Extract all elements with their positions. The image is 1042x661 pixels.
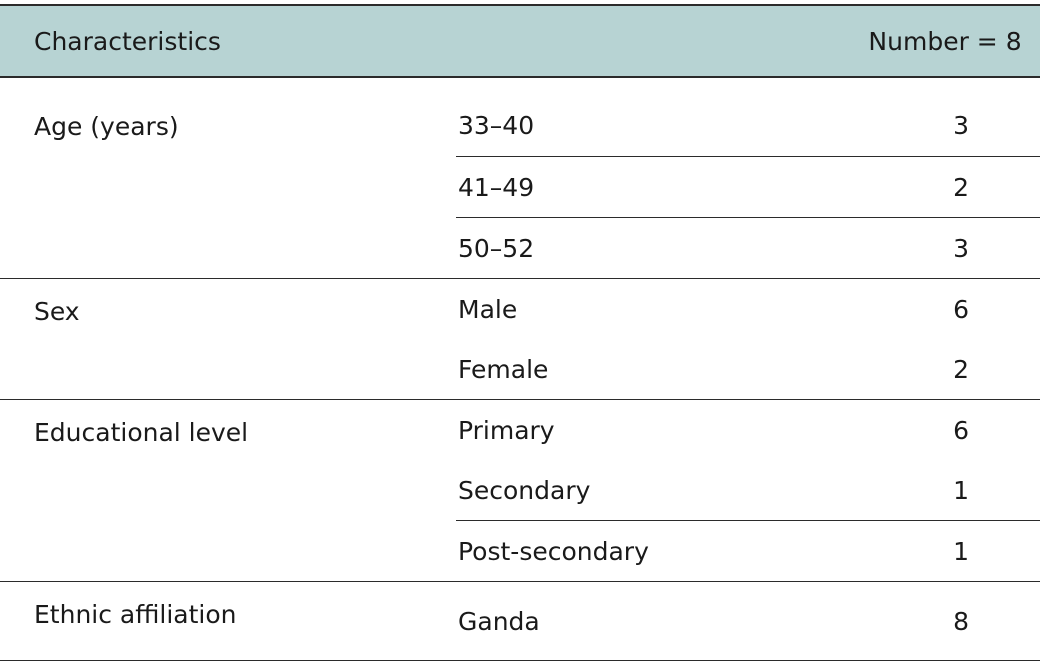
row-value: 2 bbox=[854, 156, 1041, 218]
row-value: 6 bbox=[854, 399, 1041, 460]
header-number: Number = 8 bbox=[854, 4, 1041, 78]
table-row: Age (years) 33–40 3 bbox=[0, 94, 1040, 157]
row-label: Ganda bbox=[456, 581, 855, 661]
table-row: Female 2 bbox=[0, 339, 1040, 400]
row-label: Post-secondary bbox=[456, 520, 855, 582]
group-label-ethnic: Ethnic affiliation bbox=[0, 581, 456, 661]
table-row: Educational level Primary 6 bbox=[0, 399, 1041, 582]
table-row: Secondary 1 bbox=[0, 460, 1040, 521]
table-row: Sex Male 6 bbox=[0, 278, 1041, 400]
table-row: 50–52 3 bbox=[0, 217, 1041, 279]
row-value: 8 bbox=[854, 581, 1041, 661]
row-value: 3 bbox=[854, 217, 1041, 279]
row-label: Primary bbox=[456, 399, 855, 460]
document-page: Characteristics Number = 8 Age (years) 3… bbox=[0, 4, 1041, 661]
table-row: Ethnic affiliation Ganda 8 bbox=[0, 581, 1041, 661]
row-value: 3 bbox=[953, 110, 969, 140]
row-value: 1 bbox=[953, 475, 969, 505]
row-label: Secondary bbox=[458, 475, 591, 505]
group-label-sex: Sex bbox=[0, 278, 456, 400]
row-label: 41–49 bbox=[456, 156, 855, 218]
table-header-row: Characteristics Number = 8 bbox=[0, 4, 1041, 78]
characteristics-table: Characteristics Number = 8 Age (years) 3… bbox=[0, 4, 1041, 661]
row-label: 50–52 bbox=[456, 217, 855, 279]
header-characteristics: Characteristics bbox=[0, 4, 855, 78]
row-value: 6 bbox=[854, 278, 1041, 339]
row-label: 33–40 bbox=[458, 110, 535, 140]
row-value: 1 bbox=[854, 520, 1041, 582]
row-value: 2 bbox=[953, 354, 969, 384]
row-label: Female bbox=[458, 354, 549, 384]
row-label: Male bbox=[456, 278, 855, 339]
group-label-age: Age (years) bbox=[34, 112, 179, 141]
table-row: Post-secondary 1 bbox=[0, 520, 1041, 582]
table-row: 41–49 2 bbox=[0, 156, 1041, 218]
group-label-education: Educational level bbox=[0, 399, 456, 582]
